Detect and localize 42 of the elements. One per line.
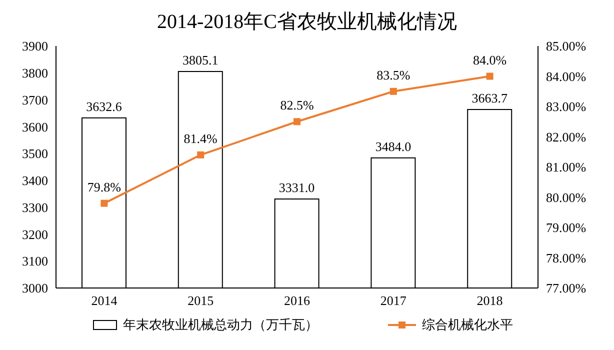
point [390,88,397,95]
data-label: 79.8% [87,179,122,194]
y-tick-label: 3000 [22,280,48,296]
x-tick-label: 2015 [188,293,214,308]
y2-tick-label: 85.00% [546,38,586,54]
data-label: 3632.6 [86,98,122,114]
y2-tick-label: 79.00% [546,220,586,236]
x-tick-label: 2017 [380,293,407,308]
y2-tick-label: 81.00% [546,160,586,175]
data-label: 83.5% [376,67,410,82]
chart-title: 2014-2018年C省农牧业机械化情况 [156,10,458,35]
data-label: 81.4% [184,130,218,146]
y-tick-label: 3500 [22,146,48,162]
y2-tick-label: 80.00% [546,190,586,205]
point [294,118,300,126]
data-label: 3663.7 [472,90,508,106]
y2-tick-label: 77.00% [546,280,586,296]
y-tick-label: 3800 [22,66,48,81]
point [100,200,108,207]
y2-tick-label: 84.00% [546,68,586,84]
point [197,151,204,158]
y-tick-label: 3900 [22,38,48,54]
legend-label: 年末农牧业机械总动力（万千瓦） [123,316,318,334]
point [486,72,494,80]
x-tick-label: 2014 [91,293,118,308]
data-label: 3484.0 [375,138,412,154]
data-label: 3805.1 [182,52,218,68]
y-tick-label: 3100 [22,254,48,269]
y-tick-label: 3400 [22,173,48,188]
y2-tick-label: 78.00% [546,250,586,266]
x-tick-label: 2018 [476,293,503,308]
data-label: 82.5% [280,98,314,113]
y2-tick-label: 83.00% [546,99,586,114]
y2-tick-label: 82.00% [546,129,586,144]
y-tick-label: 3600 [22,119,48,134]
data-label: 84.0% [473,52,507,68]
x-tick-label: 2016 [284,293,310,308]
y-tick-label: 3300 [22,200,48,215]
y-tick-label: 3200 [22,226,48,242]
legend-label: 综合机械化水平 [422,316,513,334]
y-tick-label: 3700 [22,92,48,108]
data-label: 3331.0 [278,180,315,195]
